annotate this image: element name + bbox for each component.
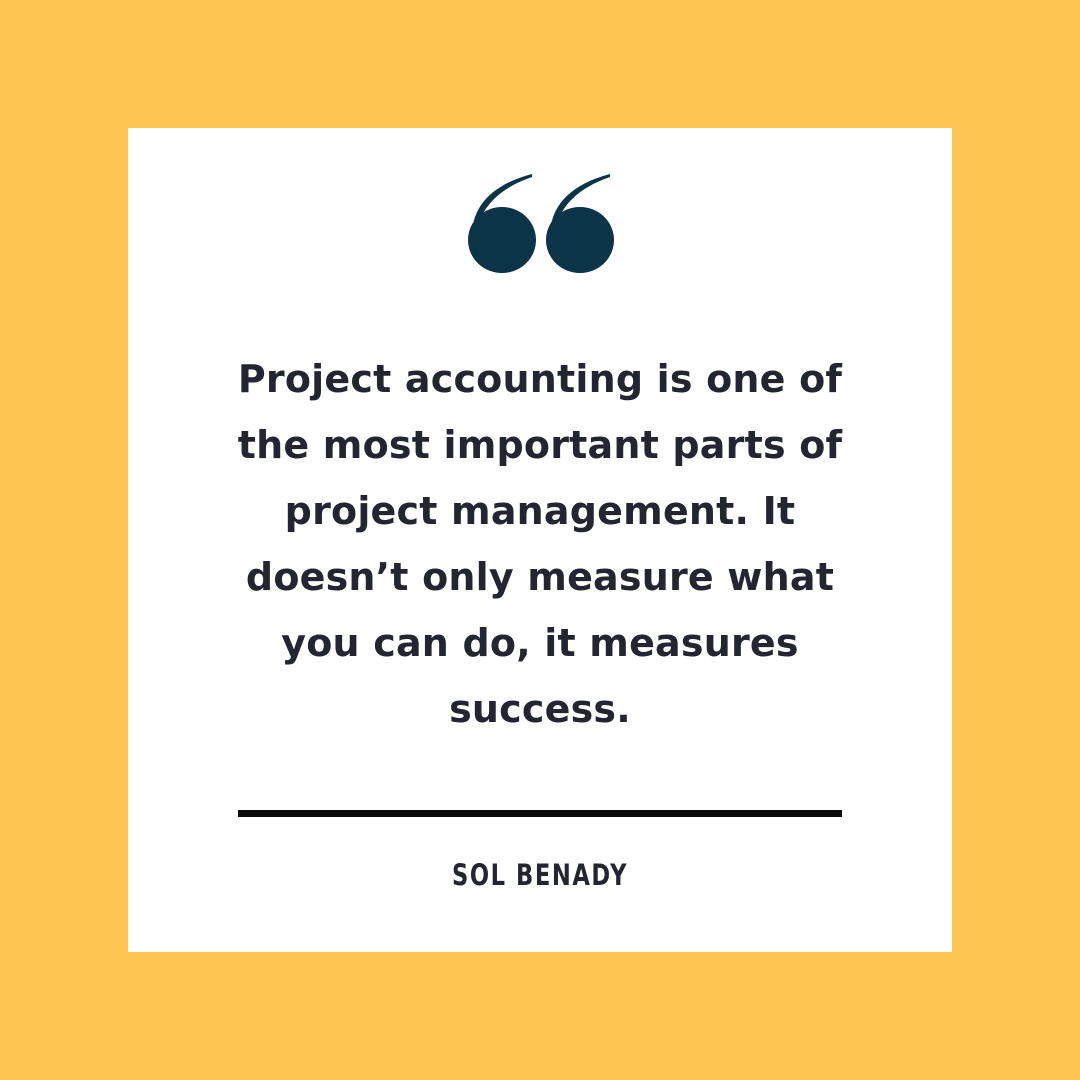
author-name: SOL BENADY	[451, 858, 629, 892]
quote-text: Project accounting is one of the most im…	[237, 357, 843, 731]
quote-mark-icon	[468, 174, 614, 273]
divider-line	[238, 810, 842, 817]
